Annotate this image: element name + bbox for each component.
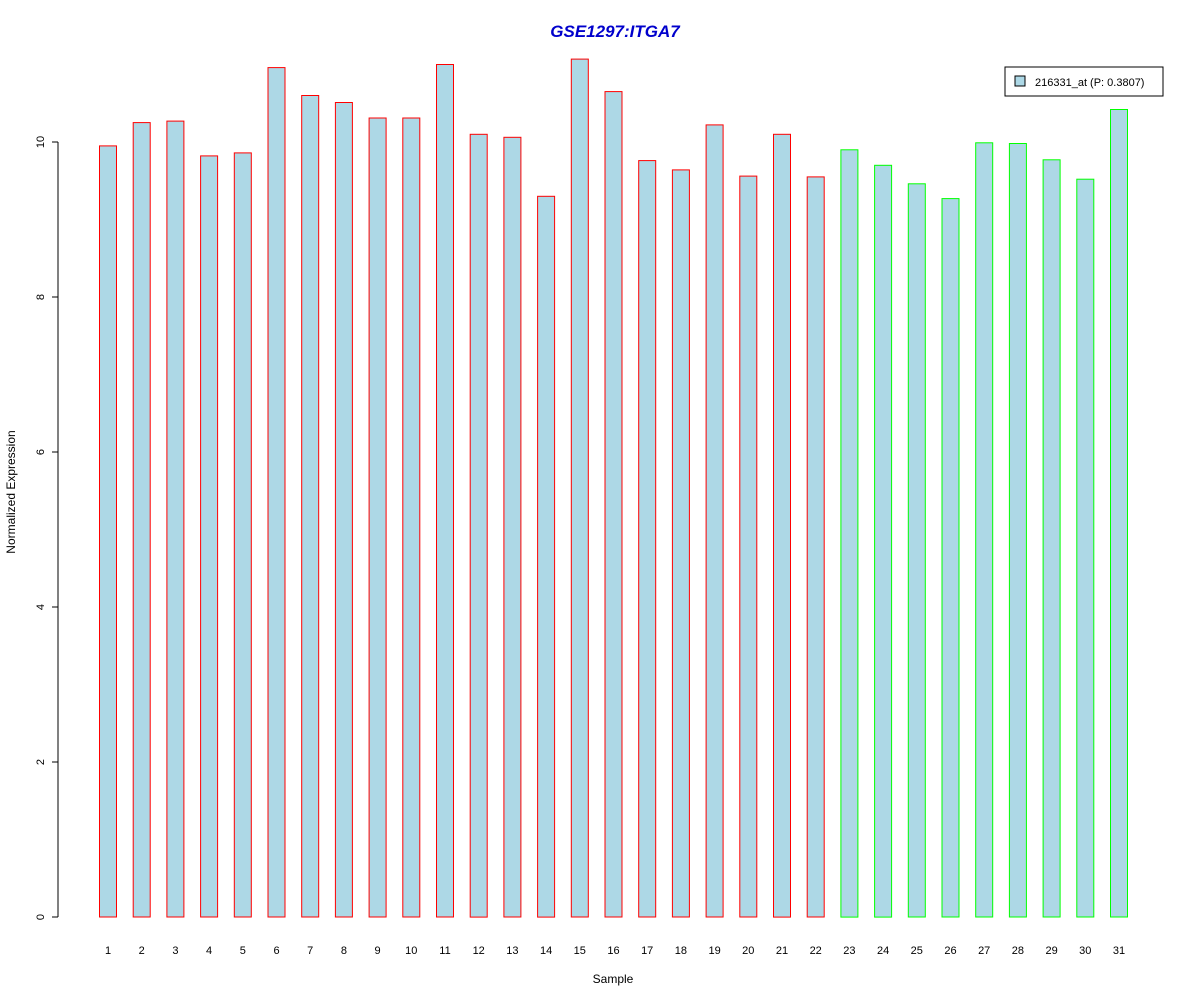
y-axis: 0 2 4 6 8 10 — [35, 136, 59, 920]
x-tick-label: 19 — [708, 945, 720, 957]
y-tick-label: 2 — [35, 759, 47, 765]
bar-sample-26 — [941, 198, 960, 918]
bar-sample-17 — [638, 160, 657, 918]
legend-swatch — [1014, 75, 1026, 87]
bar-sample-16 — [604, 91, 623, 918]
bar-sample-29 — [1042, 159, 1061, 918]
bar-sample-18 — [671, 169, 690, 918]
x-tick-label: 9 — [375, 945, 381, 957]
x-tick-label: 28 — [1012, 945, 1024, 957]
bar-sample-6 — [267, 67, 286, 918]
bar-sample-22 — [806, 176, 825, 918]
x-tick-labels: 1 2 3 4 5 6 7 8 9 10 11 12 13 14 15 16 17 18 19 20 21 22 23 24 2… — [105, 945, 1125, 957]
bar-sample-2 — [132, 122, 151, 918]
x-tick-label: 5 — [240, 945, 246, 957]
x-tick-label: 6 — [273, 945, 279, 957]
bar-sample-25 — [907, 183, 926, 918]
x-tick-label: 26 — [944, 945, 956, 957]
bar-sample-19 — [705, 124, 724, 918]
x-tick-label: 30 — [1079, 945, 1091, 957]
x-tick-label: 16 — [607, 945, 619, 957]
bar-sample-7 — [301, 95, 320, 918]
bar-sample-31 — [1110, 109, 1128, 918]
x-tick-label: 22 — [810, 945, 822, 957]
x-tick-label: 17 — [641, 945, 653, 957]
bar-sample-10 — [402, 117, 421, 918]
bar-sample-21 — [773, 133, 791, 918]
x-tick-label: 31 — [1113, 945, 1125, 957]
bar-sample-30 — [1076, 178, 1095, 918]
x-tick-label: 27 — [978, 945, 990, 957]
bar-sample-3 — [166, 120, 185, 918]
bar-sample-14 — [537, 195, 556, 918]
y-axis-label: Normalized Expression — [4, 430, 18, 553]
bar-sample-5 — [233, 152, 252, 918]
bars-group — [99, 58, 1128, 918]
legend-label: 216331_at (P: 0.3807) — [1035, 77, 1144, 89]
chart-title: GSE1297:ITGA7 — [550, 22, 681, 41]
bar-sample-15 — [570, 58, 589, 918]
bar-sample-1 — [99, 145, 117, 918]
x-tick-label: 8 — [341, 945, 347, 957]
legend-box — [1004, 66, 1164, 97]
bar-sample-12 — [469, 133, 488, 918]
bar-sample-11 — [436, 64, 454, 918]
x-tick-label: 1 — [105, 945, 111, 957]
x-tick-label: 25 — [911, 945, 923, 957]
x-tick-label: 20 — [742, 945, 754, 957]
x-tick-label: 3 — [172, 945, 178, 957]
y-tick-label: 6 — [35, 449, 47, 455]
x-tick-label: 21 — [776, 945, 788, 957]
bar-sample-20 — [739, 175, 758, 918]
x-tick-label: 29 — [1045, 945, 1057, 957]
x-tick-label: 18 — [675, 945, 687, 957]
x-tick-label: 24 — [877, 945, 889, 957]
bar-sample-4 — [200, 155, 219, 918]
bar-sample-8 — [334, 102, 353, 918]
x-tick-label: 7 — [307, 945, 313, 957]
bar-sample-27 — [975, 142, 994, 918]
x-tick-label: 14 — [540, 945, 552, 957]
bar-sample-28 — [1008, 143, 1027, 918]
bar-sample-24 — [874, 164, 893, 918]
y-tick-label: 4 — [35, 604, 47, 610]
bar-sample-13 — [503, 136, 522, 918]
bar-sample-9 — [368, 117, 387, 918]
x-tick-label: 11 — [439, 945, 450, 957]
x-tick-label: 23 — [843, 945, 855, 957]
x-tick-label: 13 — [506, 945, 518, 957]
y-tick-label: 0 — [35, 914, 47, 920]
y-tick-label: 10 — [35, 136, 47, 148]
x-tick-label: 2 — [139, 945, 145, 957]
x-tick-label: 4 — [206, 945, 212, 957]
x-axis-label: Sample — [593, 972, 634, 986]
x-tick-label: 12 — [473, 945, 485, 957]
y-tick-label: 8 — [35, 294, 47, 300]
legend: 216331_at (P: 0.3807) — [1004, 66, 1164, 97]
bar-sample-23 — [840, 149, 859, 918]
x-tick-label: 15 — [574, 945, 586, 957]
x-tick-label: 10 — [405, 945, 417, 957]
